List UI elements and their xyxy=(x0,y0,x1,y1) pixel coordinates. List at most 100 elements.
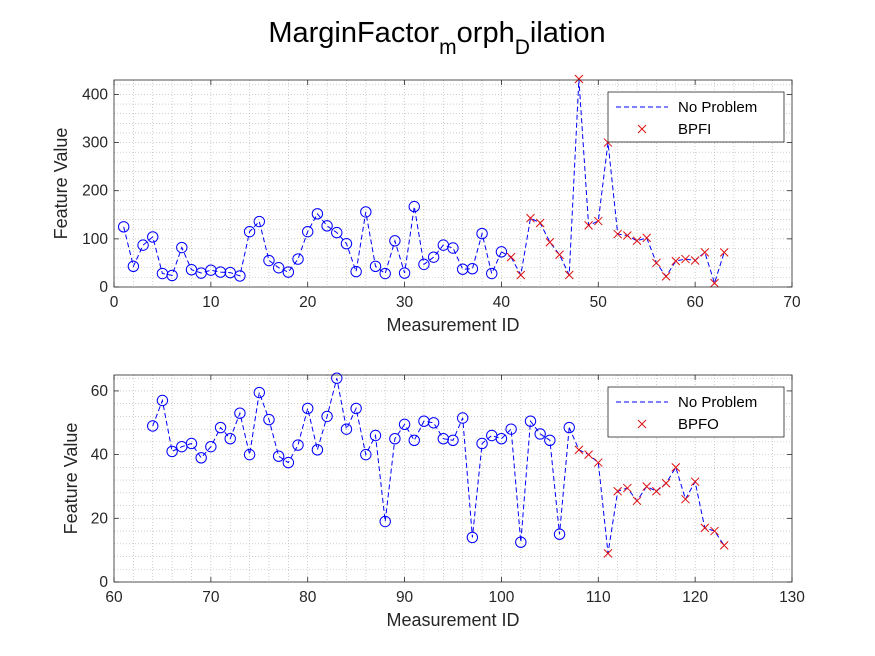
data-point-no-problem xyxy=(369,260,382,272)
data-point-no-problem xyxy=(389,432,401,445)
data-point-fault xyxy=(671,463,681,472)
data-point-no-problem xyxy=(398,418,411,431)
legend-label-no-problem: No Problem xyxy=(678,394,757,411)
data-point-no-problem xyxy=(495,246,508,258)
x-tick-label: 100 xyxy=(488,589,514,606)
fault-marker-stroke xyxy=(719,541,729,550)
data-point-fault xyxy=(516,270,526,280)
x-tick-label: 60 xyxy=(687,294,705,311)
series-connector-line xyxy=(568,427,580,451)
data-point-fault xyxy=(700,247,710,257)
y-tick-label: 20 xyxy=(91,510,109,527)
legend: No Problem BPFI xyxy=(607,91,785,143)
data-point-fault xyxy=(555,250,564,260)
fault-marker-stroke xyxy=(613,229,623,239)
data-point-fault xyxy=(719,247,729,257)
data-point-no-problem xyxy=(234,270,246,282)
data-point-no-problem xyxy=(272,450,285,462)
data-point-fault xyxy=(690,256,700,265)
x-tick-label: 20 xyxy=(299,294,317,311)
data-point-no-problem xyxy=(466,531,479,544)
data-point-no-problem xyxy=(418,258,430,271)
series-line-no-problem xyxy=(152,378,570,543)
legend-box xyxy=(607,386,785,438)
data-point-no-problem xyxy=(292,253,304,265)
fault-marker-stroke xyxy=(593,216,603,226)
title-subscript-1: m xyxy=(439,36,457,59)
data-point-no-problem xyxy=(456,263,469,275)
x-tick-label: 40 xyxy=(493,294,511,311)
data-point-fault xyxy=(593,216,603,226)
data-point-no-problem xyxy=(243,448,256,461)
data-point-no-problem xyxy=(476,437,488,450)
title-mid: orph xyxy=(457,17,515,49)
fault-marker-stroke xyxy=(642,233,652,243)
data-point-no-problem xyxy=(166,269,178,282)
y-tick-label: 100 xyxy=(82,231,108,248)
fault-marker-stroke xyxy=(710,278,719,288)
axes-box xyxy=(113,374,793,583)
data-point-no-problem xyxy=(456,412,469,424)
data-point-no-problem xyxy=(350,265,362,278)
x-tick-label: 30 xyxy=(396,294,414,311)
data-point-no-problem xyxy=(185,437,198,450)
data-point-no-problem xyxy=(427,251,440,263)
x-tick-label: 0 xyxy=(110,294,119,311)
y-tick-label: 200 xyxy=(82,183,108,200)
fault-marker-stroke xyxy=(584,221,593,230)
data-point-no-problem xyxy=(302,402,314,415)
data-point-no-problem xyxy=(127,260,140,272)
data-point-fault xyxy=(700,523,710,533)
data-point-no-problem xyxy=(321,410,333,423)
data-point-no-problem xyxy=(234,407,246,419)
data-point-no-problem xyxy=(360,206,372,218)
legend-box xyxy=(607,91,785,143)
data-point-no-problem xyxy=(282,456,295,469)
x-tick-label: 50 xyxy=(590,294,608,311)
fault-marker-stroke xyxy=(700,247,710,257)
x-axis-label: Measurement ID xyxy=(386,610,519,630)
data-point-no-problem xyxy=(369,429,382,442)
data-point-no-problem xyxy=(282,266,295,278)
x-tick-label: 80 xyxy=(299,589,317,606)
data-point-fault xyxy=(652,486,661,496)
title-main: MarginFactor xyxy=(268,17,439,49)
data-point-fault xyxy=(652,258,661,268)
fault-marker-stroke xyxy=(652,486,661,496)
fault-marker-stroke xyxy=(545,237,555,247)
fault-marker-stroke xyxy=(671,463,681,472)
data-point-fault xyxy=(642,233,652,243)
data-point-fault xyxy=(603,548,613,558)
y-axis-label: Feature Value xyxy=(61,423,81,535)
data-point-no-problem xyxy=(147,420,159,432)
fault-marker-stroke xyxy=(690,477,700,487)
fault-marker-stroke xyxy=(719,247,729,257)
data-point-no-problem xyxy=(311,208,324,220)
data-point-fault xyxy=(661,478,671,488)
data-point-fault xyxy=(584,450,593,459)
data-point-no-problem xyxy=(156,394,169,407)
fault-marker-stroke xyxy=(574,74,584,84)
legend-label-fault: BPFI xyxy=(678,121,711,138)
fault-marker-stroke xyxy=(652,258,661,268)
data-point-fault xyxy=(545,237,555,247)
legend-label-fault: BPFO xyxy=(678,416,719,433)
y-tick-label: 300 xyxy=(82,135,108,152)
data-point-no-problem xyxy=(321,220,333,232)
data-point-fault xyxy=(506,252,516,262)
data-point-no-problem xyxy=(495,432,508,445)
y-tick-label: 0 xyxy=(99,279,108,296)
data-point-no-problem xyxy=(379,515,391,528)
fault-marker-stroke xyxy=(681,494,690,504)
data-point-fault xyxy=(535,218,545,228)
data-point-no-problem xyxy=(176,241,188,254)
figure-title: MarginFactormorphDilation xyxy=(268,17,605,59)
data-point-no-problem xyxy=(398,267,411,279)
data-point-fault xyxy=(681,254,690,264)
top-subplot: 0 10 20 30 40 50 60 70 0 100 200 300 400 Measurement … xyxy=(51,74,801,335)
data-point-fault xyxy=(681,494,690,504)
data-point-no-problem xyxy=(408,434,420,446)
fault-marker-stroke xyxy=(535,218,545,228)
data-point-no-problem xyxy=(476,227,488,240)
